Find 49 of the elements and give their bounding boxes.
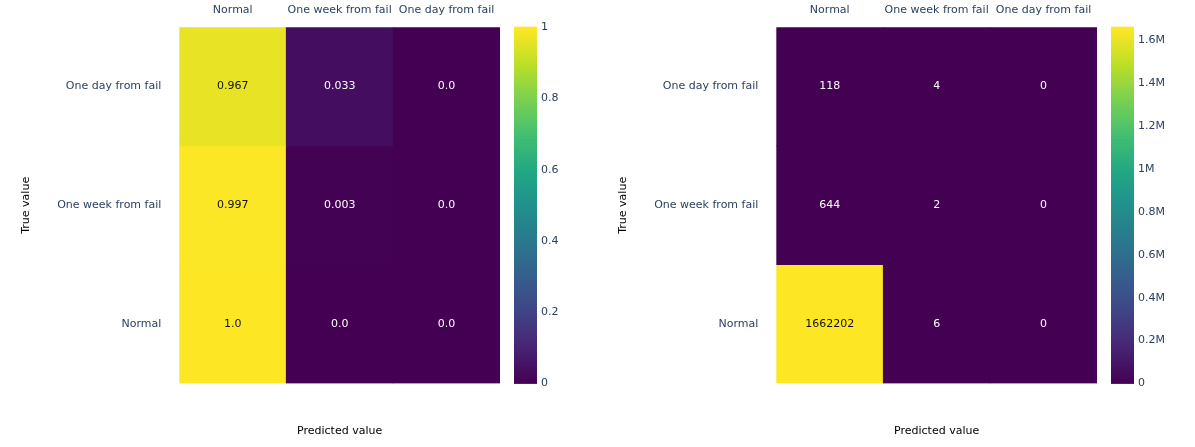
data-label: 6 — [933, 316, 941, 330]
y-tick-label: Normal — [718, 316, 759, 330]
data-label: 1662202 — [805, 316, 855, 330]
data-label: 644 — [819, 198, 841, 212]
data-label: 118 — [819, 79, 841, 93]
color-bar-label: 0.8 — [541, 91, 559, 105]
color-bar-label: 0.4M — [1138, 290, 1165, 304]
data-label: 0 — [1040, 198, 1048, 212]
color-bar-label: 1M — [1138, 161, 1155, 175]
data-label: 0.967 — [217, 79, 249, 93]
data-label: 0.997 — [217, 198, 249, 212]
x-axis-title: Predicted value — [296, 424, 384, 437]
x-tick-label: One day from fail — [995, 3, 1092, 17]
y-tick-label: One week from fail — [654, 198, 759, 212]
x-tick-label: One week from fail — [884, 3, 989, 17]
data-label: 4 — [933, 79, 941, 93]
x-tick-label: One day from fail — [398, 3, 495, 17]
x-tick-label: Normal — [809, 3, 850, 17]
y-tick-label: One week from fail — [57, 198, 162, 212]
x-tick-label: One week from fail — [287, 3, 392, 17]
x-axis-title: Predicted value — [893, 424, 981, 437]
color-bar-label: 0 — [541, 376, 548, 390]
color-bar-label: 0.4 — [541, 233, 559, 247]
data-label: 0.003 — [323, 198, 356, 212]
color-bar-label: 0.2 — [541, 305, 559, 319]
color-bar-label: 0.2M — [1138, 333, 1165, 347]
x-tick-label: Normal — [212, 3, 253, 17]
data-label: 0 — [1040, 316, 1048, 330]
color-bar-label: 1 — [541, 20, 548, 34]
color-bar-label: 1.4M — [1138, 76, 1165, 90]
data-label: 0.0 — [437, 316, 456, 330]
color-bar-label: 1.6M — [1138, 33, 1165, 47]
data-label: 0.0 — [437, 198, 456, 212]
data-label: 0 — [1040, 79, 1048, 93]
data-label: 0.0 — [437, 79, 456, 93]
y-axis-title: True value — [616, 176, 630, 235]
color-bar-label: 0.8M — [1138, 204, 1165, 218]
y-tick-label: One day from fail — [662, 79, 759, 93]
y-tick-label: Normal — [121, 316, 162, 330]
color-bar-label: 0 — [1138, 376, 1145, 390]
data-label: 0.0 — [330, 316, 349, 330]
data-label: 1.0 — [224, 316, 242, 330]
data-label: 0.033 — [323, 79, 356, 93]
color-bar-label: 0.6 — [541, 162, 559, 176]
data-label: 2 — [933, 198, 941, 212]
color-bar-label: 0.6M — [1138, 247, 1165, 261]
y-axis-title: True value — [19, 176, 33, 235]
y-tick-label: One day from fail — [65, 79, 162, 93]
color-bar-label: 1.2M — [1138, 119, 1165, 133]
